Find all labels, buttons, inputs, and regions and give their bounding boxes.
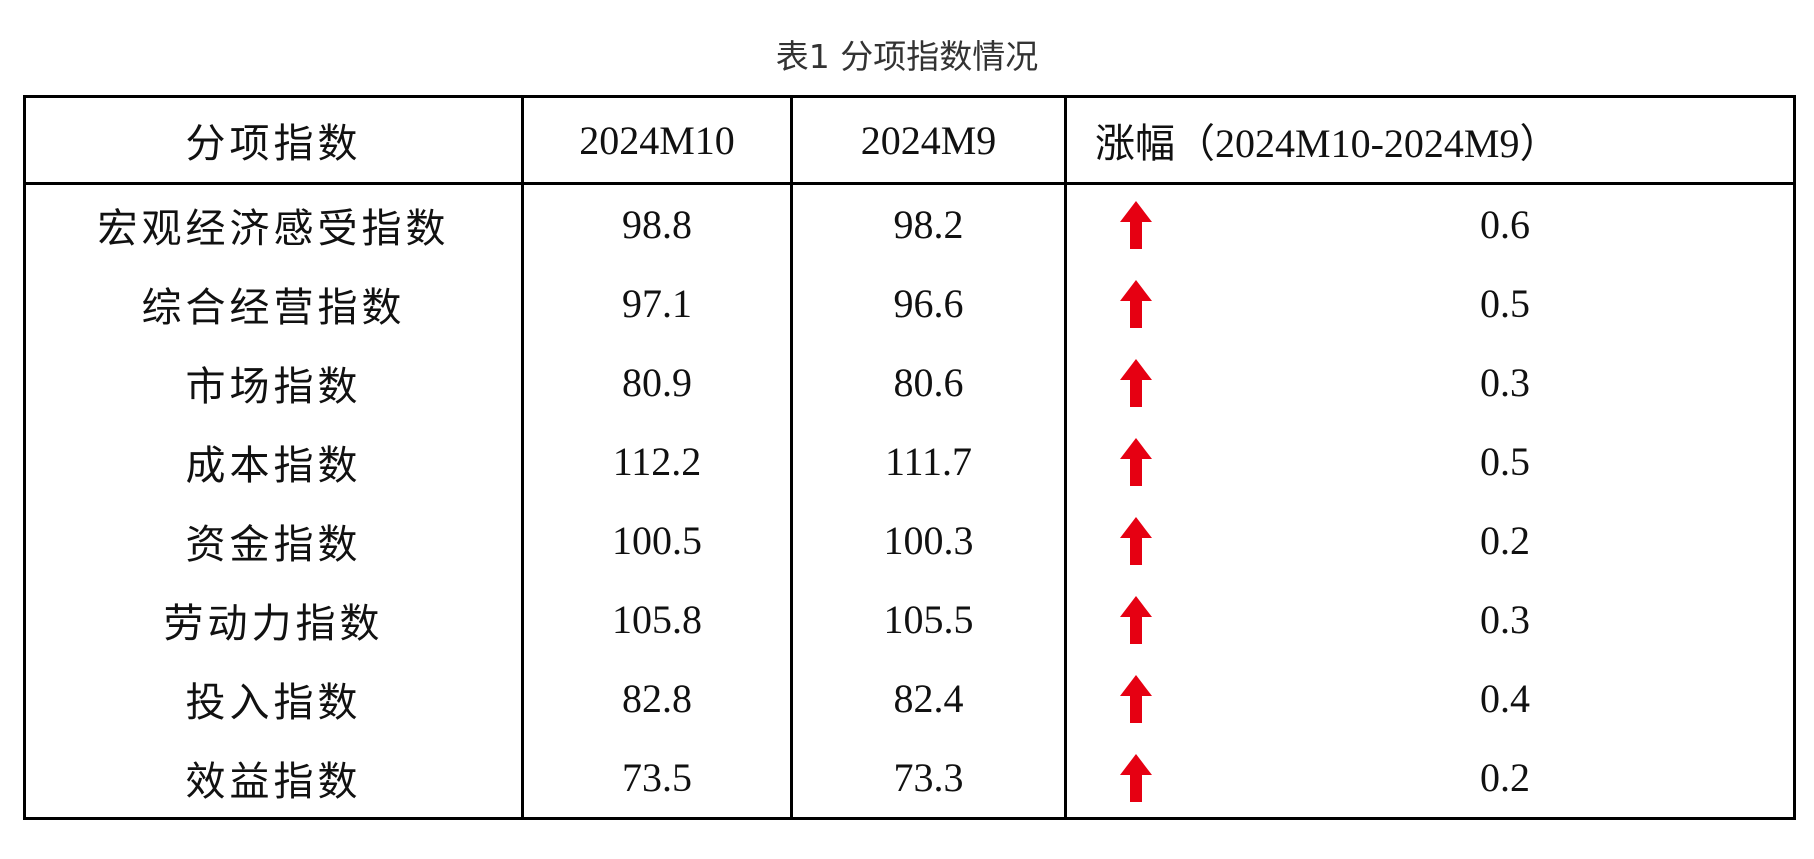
- table-row: 投入指数 82.8 82.4 0.4: [23, 659, 1796, 738]
- value-cell: 82.4: [790, 659, 1067, 738]
- value-cell: 0.3: [1064, 343, 1796, 422]
- table-body: 分项指数 2024M10 2024M9 涨幅（2024M10-2024M9） 宏…: [23, 95, 1796, 820]
- value-cell: 80.9: [521, 343, 793, 422]
- table-row: 劳动力指数 105.8 105.5 0.3: [23, 580, 1796, 659]
- row-label: 效益指数: [23, 738, 524, 820]
- arrow-shape: [1120, 358, 1152, 407]
- up-arrow-icon: [1120, 200, 1152, 249]
- value-cell: 0.3: [1064, 580, 1796, 659]
- table-row: 资金指数 100.5 100.3 0.2: [23, 501, 1796, 580]
- header-cell: 2024M9: [790, 95, 1067, 185]
- table-row: 成本指数 112.2 111.7 0.5: [23, 422, 1796, 501]
- index-table: 分项指数 2024M10 2024M9 涨幅（2024M10-2024M9） 宏…: [23, 95, 1796, 820]
- row-label: 资金指数: [23, 501, 524, 580]
- arrow-shape: [1120, 674, 1152, 723]
- value-cell: 100.5: [521, 501, 793, 580]
- value-cell: 0.2: [1064, 501, 1796, 580]
- up-arrow-icon: [1120, 753, 1152, 802]
- row-label: 投入指数: [23, 659, 524, 738]
- arrow-shape: [1120, 595, 1152, 644]
- up-arrow-icon: [1120, 674, 1152, 723]
- row-label: 宏观经济感受指数: [23, 183, 524, 264]
- arrow-shape: [1120, 437, 1152, 486]
- row-label: 综合经营指数: [23, 264, 524, 343]
- value-cell: 0.5: [1064, 264, 1796, 343]
- table-row: 效益指数 73.5 73.3 0.2: [23, 738, 1796, 820]
- value-cell: 82.8: [521, 659, 793, 738]
- value-cell: 0.2: [1064, 738, 1796, 820]
- table-row: 市场指数 80.9 80.6 0.3: [23, 343, 1796, 422]
- up-arrow-icon: [1120, 437, 1152, 486]
- header-cell: 涨幅（2024M10-2024M9）: [1064, 95, 1796, 185]
- value-cell: 98.8: [521, 183, 793, 264]
- arrow-shape: [1120, 200, 1152, 249]
- row-label: 市场指数: [23, 343, 524, 422]
- row-label: 劳动力指数: [23, 580, 524, 659]
- row-label: 成本指数: [23, 422, 524, 501]
- value-cell: 112.2: [521, 422, 793, 501]
- value-cell: 111.7: [790, 422, 1067, 501]
- value-cell: 96.6: [790, 264, 1067, 343]
- value-cell: 73.5: [521, 738, 793, 820]
- table-row: 综合经营指数 97.1 96.6 0.5: [23, 264, 1796, 343]
- header-row: 分项指数 2024M10 2024M9 涨幅（2024M10-2024M9）: [23, 95, 1796, 185]
- value-cell: 80.6: [790, 343, 1067, 422]
- arrow-shape: [1120, 516, 1152, 565]
- header-cell: 2024M10: [521, 95, 793, 185]
- value-cell: 0.4: [1064, 659, 1796, 738]
- up-arrow-icon: [1120, 595, 1152, 644]
- table-title: 表1 分项指数情况: [775, 37, 1039, 76]
- value-cell: 73.3: [790, 738, 1067, 820]
- table-row: 宏观经济感受指数 98.8 98.2 0.6: [23, 183, 1796, 264]
- value-cell: 105.8: [521, 580, 793, 659]
- up-arrow-icon: [1120, 516, 1152, 565]
- arrow-shape: [1120, 753, 1152, 802]
- value-cell: 0.5: [1064, 422, 1796, 501]
- up-arrow-icon: [1120, 279, 1152, 328]
- arrow-shape: [1120, 279, 1152, 328]
- header-cell: 分项指数: [23, 95, 524, 185]
- value-cell: 100.3: [790, 501, 1067, 580]
- value-cell: 0.6: [1064, 183, 1796, 264]
- value-cell: 97.1: [521, 264, 793, 343]
- value-cell: 98.2: [790, 183, 1067, 264]
- up-arrow-icon: [1120, 358, 1152, 407]
- value-cell: 105.5: [790, 580, 1067, 659]
